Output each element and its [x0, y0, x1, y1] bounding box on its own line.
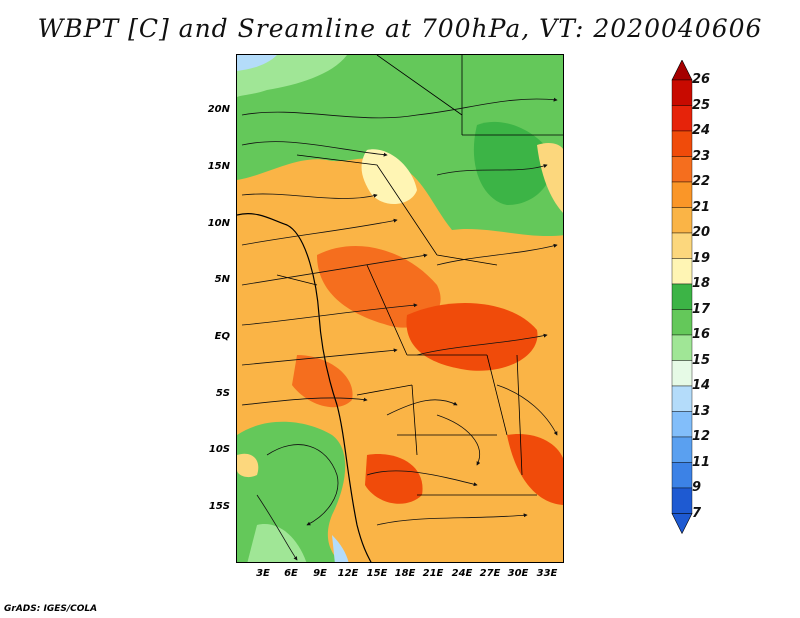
colorbar-label: 16 [692, 327, 711, 342]
colorbar-label: 22 [692, 174, 711, 189]
colorbar-segment [671, 156, 693, 183]
colorbar-segment [671, 258, 693, 285]
dark-green-ne [473, 121, 553, 205]
lon-label: 6E [284, 568, 298, 579]
lat-label: EQ [214, 331, 230, 342]
colorbar-segment [671, 232, 693, 259]
colorbar-label: 17 [692, 301, 711, 317]
orange-core-west [292, 355, 353, 408]
coastline-west [237, 213, 372, 562]
lon-label: 18E [394, 568, 416, 579]
colorbar-label: 9 [692, 480, 702, 495]
lon-label: 30E [507, 568, 529, 579]
lon-label: 3E [256, 568, 270, 579]
colorbar-label: 20 [692, 225, 711, 240]
pale-region-north [361, 149, 417, 205]
colorbar-label: 21 [692, 199, 711, 215]
colorbar-label: 19 [692, 250, 711, 266]
colorbar-segment [671, 309, 693, 336]
colorbar-segment [671, 283, 693, 310]
colorbar-segment [671, 462, 693, 489]
colorbar-segment [671, 436, 693, 463]
lon-label: 27E [479, 568, 501, 579]
colorbar-segment [671, 79, 693, 106]
colorbar-segment [671, 130, 693, 157]
colorbar-top-arrow [671, 60, 693, 81]
red-core-east [406, 303, 538, 371]
colorbar-label: 25 [692, 97, 711, 113]
colorbar-label: 15 [692, 352, 711, 368]
lat-label: 15S [208, 501, 230, 512]
light-green-nw [237, 55, 347, 97]
blue-sw [332, 535, 349, 562]
lat-label: 10S [208, 444, 230, 455]
country-borders [276, 55, 563, 496]
colorbar-segment [671, 207, 693, 234]
lon-label: 9E [313, 568, 327, 579]
colorbar-label: 14 [692, 378, 711, 393]
lon-label: 24E [451, 568, 473, 579]
colorbar-segment [671, 385, 693, 412]
colorbar-label: 26 [692, 72, 711, 87]
lon-label: 33E [536, 568, 558, 579]
lat-label: 15N [207, 161, 230, 172]
colorbar-label: 24 [692, 123, 711, 138]
colorbar-segment [671, 487, 693, 514]
chart-title: WBPT [C] and Sreamline at 700hPa, VT: 20… [37, 14, 763, 43]
lon-label: 15E [366, 568, 388, 579]
streamlines [241, 97, 558, 561]
lat-label: 5N [214, 274, 230, 285]
orange-core-1 [317, 246, 441, 328]
footer-credit: GrADS: IGES/COLA [4, 604, 98, 614]
lon-label: 21E [422, 568, 444, 579]
lon-label: 12E [337, 568, 359, 579]
colorbar-label: 11 [692, 454, 711, 470]
colorbar-segment [671, 411, 693, 438]
red-core-south [365, 454, 423, 504]
colorbar-segment [671, 360, 693, 387]
colorbar-label: 18 [692, 276, 711, 291]
colorbar-bottom-arrow [671, 513, 693, 535]
blue-nw [237, 55, 277, 71]
colorbar-label: 23 [692, 148, 711, 164]
wbpt-map [236, 54, 564, 563]
colorbar-label: 7 [692, 505, 702, 521]
colorbar-segment [671, 105, 693, 132]
colorbar-segment [671, 334, 693, 361]
wbpt-field [237, 55, 563, 562]
yellow-sw [237, 453, 259, 478]
yellow-ne [537, 143, 563, 213]
light-green-sw [247, 524, 307, 562]
lat-label: 5S [215, 388, 230, 399]
colorbar-segment [671, 181, 693, 208]
green-region-north [237, 55, 563, 236]
colorbar-label: 13 [692, 403, 711, 419]
colorbar [671, 60, 693, 535]
colorbar-label: 12 [692, 429, 711, 444]
lat-label: 20N [207, 104, 230, 115]
lat-label: 10N [207, 218, 230, 229]
